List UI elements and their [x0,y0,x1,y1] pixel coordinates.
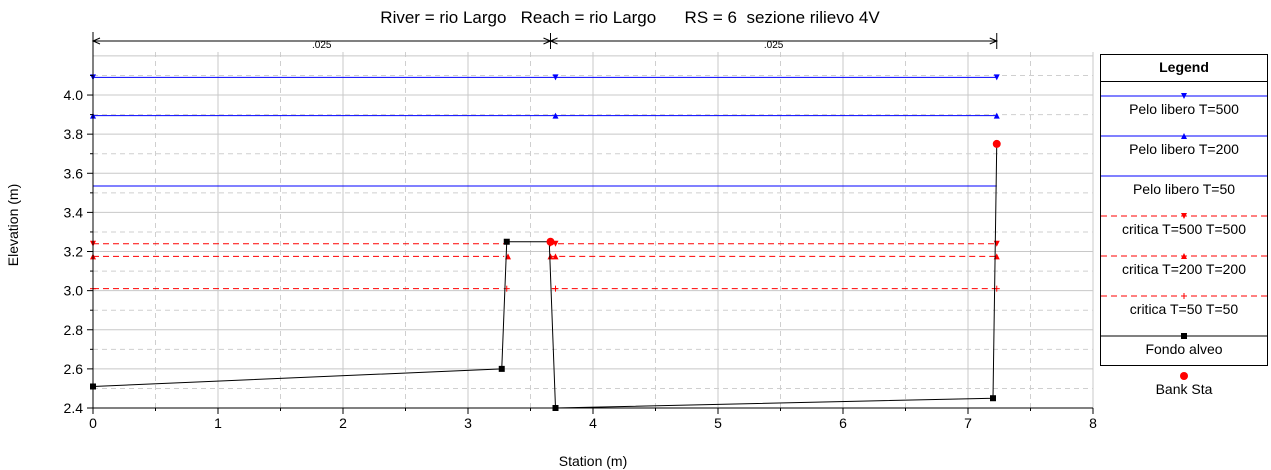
y-tick-label: 3.2 [64,244,84,260]
x-tick-label: 8 [1089,415,1097,431]
y-tick-label: 2.4 [64,400,84,416]
legend-item: critica T=200 T=200 [1101,242,1267,282]
x-tick-label: 0 [89,415,97,431]
legend-swatch [1101,93,1267,99]
x-tick-label: 5 [714,415,722,431]
manning-annotations: .025 .025 [91,33,999,51]
x-tick-label: 1 [214,415,222,431]
marker-square [990,395,996,402]
legend-item: critica T=500 T=500 [1101,202,1267,242]
marker-triangle-down [993,240,1000,247]
legend-label: critica T=50 T=50 [1129,301,1239,317]
marker-square [503,238,510,245]
marker-triangle-down [552,74,559,81]
legend-swatch [1101,333,1267,339]
legend-label: Fondo alveo [1145,341,1223,357]
marker-triangle-up [547,253,554,260]
y-axis-label: Elevation (m) [5,184,21,266]
marker-triangle-down [1181,213,1187,219]
marker-circle [546,237,555,246]
chart-title: River = rio Largo Reach = rio Largo RS =… [380,8,880,27]
legend-swatch [1101,293,1267,299]
x-tick-label: 3 [464,415,472,431]
legend-swatch [1101,253,1267,259]
marker-square [498,365,505,372]
legend-item: Bank Sta [1101,362,1267,402]
legend-label: critica T=500 T=500 [1121,221,1246,237]
marker-circle [1180,372,1188,380]
legend-item: critica T=50 T=50 [1101,282,1267,322]
y-tick-label: 3.0 [64,283,84,299]
series-critica-t-200-t-200 [90,253,1000,260]
axes: 0 1 2 3 4 5 6 7 8 2.4 2.6 2.8 3.0 3.2 3.4 3.6 3.8 4.0 [64,32,1097,431]
y-tick-label: 2.6 [64,361,84,377]
manning-value-label: .025 [764,40,784,51]
series-pelo-libero-t-200 [90,112,1000,119]
marker-triangle-down [993,74,1000,81]
legend-item: Pelo libero T=50 [1101,162,1267,202]
legend-label: Pelo libero T=200 [1129,141,1239,157]
legend-label: Pelo libero T=50 [1132,181,1236,197]
legend-item: Fondo alveo [1101,322,1267,362]
x-tick-label: 2 [339,415,347,431]
legend-label: critica T=200 T=200 [1121,261,1246,277]
legend-item: Pelo libero T=200 [1101,122,1267,162]
y-tick-label: 3.4 [64,204,84,220]
series-critica-t-50-t-50 [90,285,1000,292]
series-layer [90,74,1001,411]
x-tick-label: 6 [839,415,847,431]
y-tick-label: 3.6 [64,165,84,181]
legend-label: Pelo libero T=500 [1129,101,1239,117]
y-tick-label: 2.8 [64,322,84,338]
marker-triangle-down [1181,93,1187,99]
legend-title: Legend [1101,55,1267,82]
legend-swatch [1101,133,1267,139]
legend-item: Pelo libero T=500 [1101,82,1267,122]
marker-circle [992,139,1001,148]
legend-swatch [1101,175,1267,177]
marker-triangle-up [1181,133,1187,139]
grid [92,52,1094,409]
y-tick-label: 4.0 [64,87,84,103]
y-tick-label: 3.8 [64,126,84,142]
marker-triangle-up [993,112,1000,119]
legend: Legend Pelo libero T=500 Pelo libero T=20… [1100,54,1268,397]
marker-triangle-up [1181,253,1187,259]
x-tick-label: 4 [589,415,597,431]
legend-swatch [1180,372,1188,380]
legend-label: Bank Sta [1155,381,1213,397]
series-fondo-alveo [90,143,998,411]
x-axis-label: Station (m) [559,453,627,469]
marker-triangle-up [552,253,559,260]
legend-swatch [1101,213,1267,219]
marker-square [1181,333,1187,339]
marker-triangle-up [552,112,559,119]
x-tick-label: 7 [964,415,972,431]
manning-value-label: .025 [312,40,332,51]
series-bank-sta [546,139,1001,246]
legend-items: Pelo libero T=500 Pelo libero T=200 Pelo l… [1101,82,1267,402]
